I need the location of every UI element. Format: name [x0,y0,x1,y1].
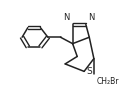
Text: N: N [88,13,94,22]
Text: N: N [63,13,70,22]
Text: S: S [87,67,92,76]
Text: CH₂Br: CH₂Br [97,77,119,86]
